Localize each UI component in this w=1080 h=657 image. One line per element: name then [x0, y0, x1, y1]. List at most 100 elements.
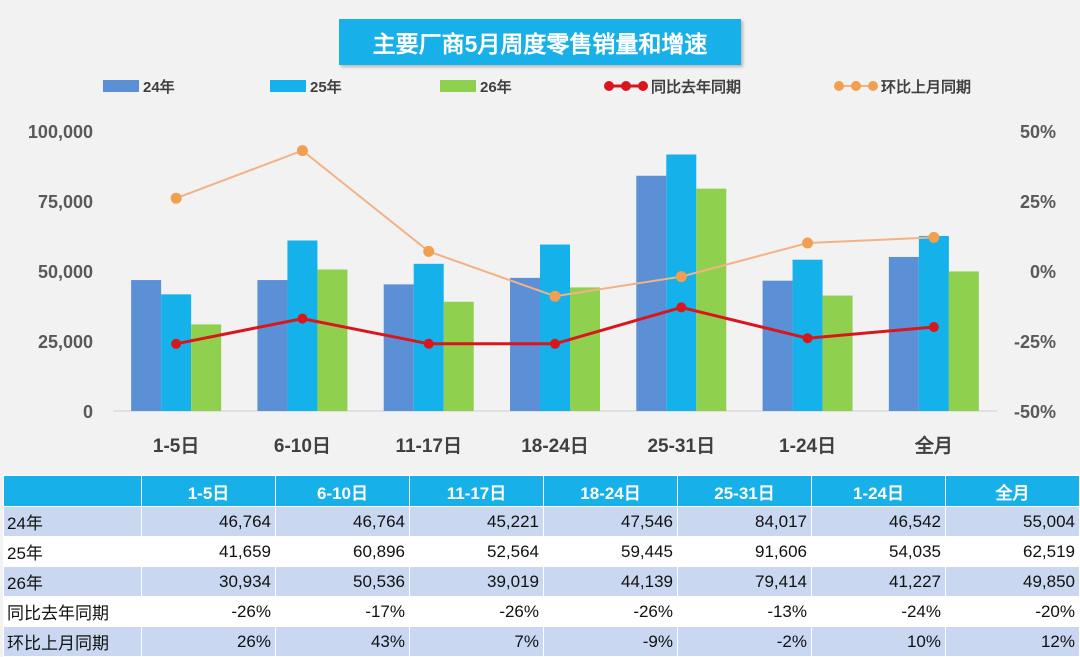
table-cell: -24% — [811, 596, 946, 627]
table-cell: -26% — [141, 596, 276, 627]
table-cell: 44,139 — [543, 566, 678, 597]
table-cell: 62,519 — [945, 536, 1080, 567]
bar-26年 — [317, 269, 348, 411]
table-cell: 41,227 — [811, 566, 946, 597]
point-环比上月同期 — [549, 290, 561, 302]
legend-marker-环比上月同期 — [851, 81, 861, 91]
table-cell: 50,536 — [275, 566, 410, 597]
x-tick-label: 全月 — [914, 434, 953, 457]
table-cell: 26% — [141, 626, 276, 657]
legend-swatch-25年 — [270, 80, 306, 92]
point-同比去年同期 — [928, 322, 939, 332]
table-cell: -17% — [275, 596, 410, 627]
bar-25年 — [161, 294, 192, 411]
table-cell: 49,850 — [945, 566, 1080, 597]
table-header-row: 1-5日 6-10日 11-17日 18-24日 25-31日 1-24日 全月 — [3, 475, 1080, 507]
point-同比去年同期 — [550, 338, 560, 349]
bar-25年 — [287, 240, 318, 411]
bar-26年 — [696, 188, 727, 411]
table-row: 同比去年同期 -26% -17% -26% -26% -13% -24% -20… — [3, 596, 1080, 627]
y-tick-label: 25,000 — [38, 332, 93, 352]
bar-26年 — [443, 301, 474, 411]
bar-24年 — [888, 256, 919, 411]
point-同比去年同期 — [423, 338, 434, 349]
y2-tick-label: 0% — [1030, 262, 1056, 282]
table-cell: 12% — [945, 626, 1080, 657]
row-label: 环比上月同期 — [3, 626, 142, 657]
legend-label: 24年 — [143, 78, 175, 96]
header-cell: 6-10日 — [275, 475, 410, 507]
point-环比上月同期 — [928, 231, 940, 243]
table-cell: 54,035 — [811, 536, 946, 567]
bar-24年 — [257, 280, 288, 411]
table-cell: -26% — [543, 596, 678, 627]
y-tick-label: 50,000 — [38, 262, 93, 282]
y-tick-label: 75,000 — [38, 192, 93, 212]
bar-26年 — [570, 287, 600, 411]
point-同比去年同期 — [676, 302, 687, 313]
legend-marker-环比上月同期 — [868, 81, 878, 91]
table-cell: 55,004 — [945, 506, 1080, 537]
legend-label: 环比上月同期 — [881, 78, 971, 96]
table-cell: -13% — [677, 596, 812, 627]
table-cell: -9% — [543, 626, 678, 657]
table-cell: 7% — [409, 626, 544, 657]
header-cell: 25-31日 — [677, 475, 812, 507]
legend-label: 25年 — [310, 78, 342, 96]
legend-label: 同比去年同期 — [651, 78, 741, 96]
table-cell: 52,564 — [409, 536, 544, 567]
point-同比去年同期 — [802, 333, 813, 344]
legend-marker-同比去年同期 — [621, 81, 631, 91]
table-cell: 39,019 — [409, 566, 544, 597]
header-cell: 全月 — [945, 475, 1080, 507]
point-环比上月同期 — [675, 271, 687, 283]
data-table: 1-5日 6-10日 11-17日 18-24日 25-31日 1-24日 全月… — [3, 475, 1080, 657]
point-环比上月同期 — [802, 237, 814, 249]
point-环比上月同期 — [423, 245, 435, 257]
table-cell: 46,764 — [275, 506, 410, 537]
y2-tick-label: -25% — [1014, 332, 1056, 352]
header-cell — [3, 475, 142, 507]
table-cell: 43% — [275, 626, 410, 657]
bar-26年 — [822, 295, 853, 411]
table-cell: 84,017 — [677, 506, 812, 537]
row-label: 24年 — [3, 506, 142, 537]
table-row: 25年 41,659 60,896 52,564 59,445 91,606 5… — [3, 536, 1080, 567]
legend-marker-同比去年同期 — [604, 81, 614, 91]
table-cell: 47,546 — [543, 506, 678, 537]
table-row: 26年 30,934 50,536 39,019 44,139 79,414 4… — [3, 566, 1080, 597]
bar-24年 — [762, 280, 793, 411]
table-cell: 46,764 — [141, 506, 276, 537]
y2-tick-label: 25% — [1020, 192, 1056, 212]
point-同比去年同期 — [171, 338, 182, 349]
header-cell: 1-5日 — [141, 475, 276, 507]
x-tick-label: 11-17日 — [395, 436, 462, 457]
combo-chart: 100,000 75,000 50,000 25,000 0 50% 25% 0% -25% -5… — [28, 78, 1056, 457]
table-cell: 45,221 — [409, 506, 544, 537]
table-cell: 30,934 — [141, 566, 276, 597]
row-label: 同比去年同期 — [3, 596, 142, 627]
legend-swatch-26年 — [440, 80, 476, 92]
legend-marker-同比去年同期 — [638, 81, 648, 91]
table-row: 环比上月同期 26% 43% 7% -9% -2% 10% 12% — [3, 626, 1080, 657]
y-tick-label: 0 — [83, 402, 93, 422]
row-label: 26年 — [3, 566, 142, 597]
table-cell: 79,414 — [677, 566, 812, 597]
table-cell: 46,542 — [811, 506, 946, 537]
row-label: 25年 — [3, 536, 142, 567]
table-cell: -26% — [409, 596, 544, 627]
bar-26年 — [948, 271, 979, 411]
legend-label: 26年 — [480, 78, 512, 96]
table-cell: 59,445 — [543, 536, 678, 567]
table-cell: -2% — [677, 626, 812, 657]
table-cell: 10% — [811, 626, 946, 657]
y-tick-label: 100,000 — [28, 122, 93, 142]
header-cell: 18-24日 — [543, 475, 678, 507]
legend-swatch-24年 — [103, 80, 139, 92]
bar-24年 — [383, 284, 414, 411]
y2-tick-label: -50% — [1014, 402, 1056, 422]
bar-24年 — [636, 175, 667, 411]
bar-25年 — [413, 263, 444, 411]
x-tick-label: 25-31日 — [647, 436, 715, 457]
point-同比去年同期 — [297, 313, 308, 324]
